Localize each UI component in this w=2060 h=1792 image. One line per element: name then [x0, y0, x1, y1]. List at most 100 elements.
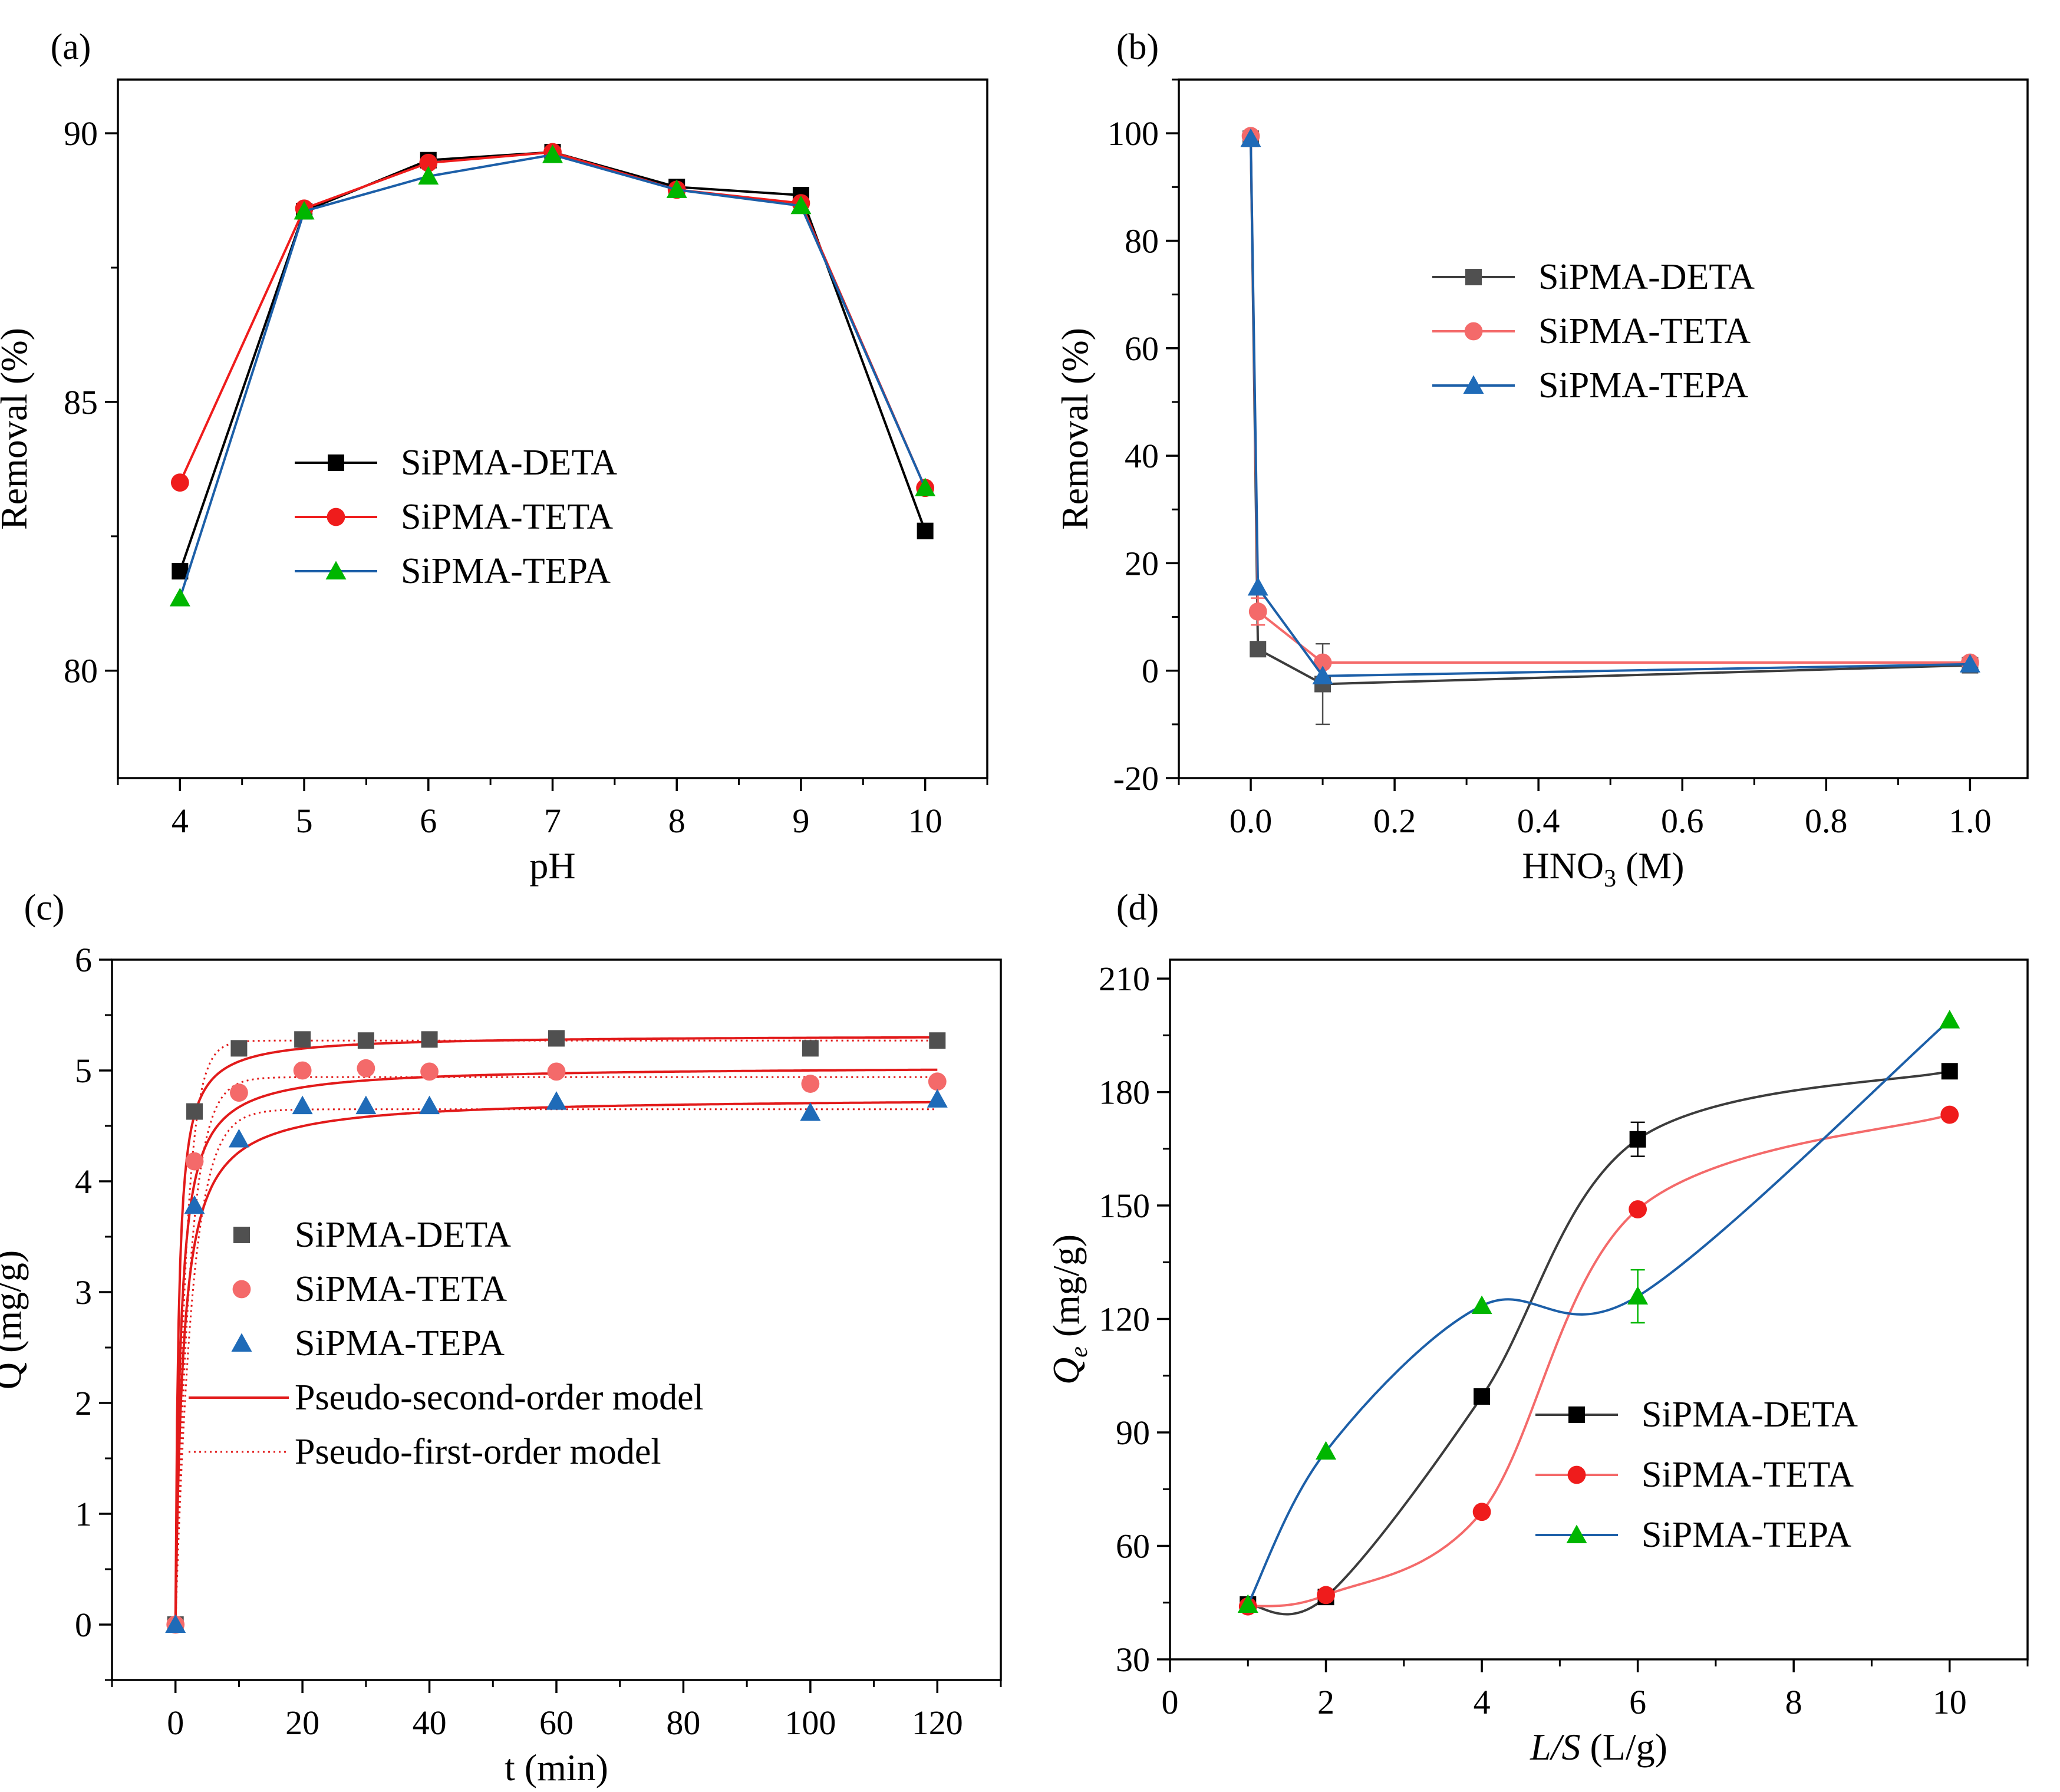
data-point	[1248, 602, 1267, 621]
data-point	[419, 153, 438, 172]
y-tick-label: 120	[1099, 1300, 1150, 1339]
data-point	[929, 1032, 946, 1049]
data-point	[915, 477, 936, 496]
y-tick-label: 2	[75, 1384, 92, 1422]
plot-frame	[1178, 78, 2029, 779]
pfo-curve	[174, 1108, 938, 1625]
legend: SiPMA-DETA SiPMA-TETA SiPMA-TEPA	[1535, 1395, 1858, 1555]
y-tick-label: 0	[1142, 652, 1159, 690]
x-tick-label: 80	[666, 1704, 700, 1742]
data-point	[548, 1030, 565, 1047]
legend-marker	[1464, 322, 1483, 341]
y-axis: -20 0 20 40 60 80 100	[1108, 78, 1179, 798]
data-point	[165, 1614, 186, 1633]
legend-label: SiPMA-TEPA	[1538, 365, 1748, 406]
y-tick-label: 60	[1116, 1527, 1150, 1566]
data-point	[1629, 1131, 1646, 1148]
series-sipma-tepa	[169, 144, 936, 607]
series-sipma-deta	[167, 1030, 946, 1633]
legend-marker	[231, 1333, 252, 1352]
y-tick-label: 60	[1125, 330, 1159, 368]
y-axis-title: Q (mg/g)	[0, 1250, 29, 1389]
y-tick-label: 90	[1116, 1414, 1150, 1452]
series-sipma-teta	[166, 1059, 947, 1634]
data-point	[292, 1095, 313, 1115]
y-tick-label: 20	[1125, 544, 1159, 582]
legend-label: Pseudo-first-order model	[295, 1432, 661, 1472]
series-sipma-tepa	[1240, 128, 1980, 684]
data-point	[419, 1095, 440, 1115]
data-point	[801, 1075, 820, 1093]
x-tick-label: 0.4	[1517, 802, 1560, 840]
data-point	[420, 1062, 439, 1081]
legend: SiPMA-DETA SiPMA-TETA SiPMA-TEPA	[1432, 257, 1755, 406]
data-point	[917, 522, 934, 539]
data-point	[790, 195, 812, 215]
y-tick-label: 5	[75, 1052, 92, 1090]
data-point	[927, 1089, 948, 1108]
x-tick-label: 4	[172, 802, 189, 840]
panel-label: (b)	[1116, 27, 1159, 67]
panel-b: (b) 0.0 0.2 0.4 0.6 0.8 1.0 -20 0 20 40 60 80 100 HNO3…	[1054, 27, 2029, 892]
legend-label: SiPMA-TEPA	[295, 1323, 505, 1363]
y-tick-label: 90	[64, 114, 98, 153]
data-point	[169, 588, 190, 607]
y-axis: 80 85 90	[64, 114, 118, 690]
y-axis: 0 1 2 3 4 5 6	[75, 941, 112, 1681]
panel-label: (a)	[51, 27, 91, 67]
plot-frame	[1169, 958, 2029, 1661]
data-point	[230, 1040, 248, 1057]
y-tick-label: 180	[1099, 1073, 1150, 1112]
data-point	[228, 1129, 249, 1148]
legend-marker	[325, 561, 347, 579]
data-point	[293, 1061, 312, 1080]
data-point	[1627, 1286, 1649, 1305]
y-axis-title: Removal (%)	[1054, 328, 1096, 530]
series-line	[1247, 1019, 1951, 1605]
legend-label: SiPMA-DETA	[401, 443, 617, 483]
y-axis-title: Qe (mg/g)	[1045, 1234, 1093, 1385]
pso-curve	[174, 1036, 938, 1625]
x-tick-label: 5	[296, 802, 313, 840]
panel-d: (d) 0 2 4 6 8 10 30 60 90 120 150 180 210 L/S (L/g) Qe …	[1045, 888, 2029, 1768]
data-point	[186, 1103, 203, 1120]
legend-label: SiPMA-DETA	[295, 1215, 511, 1255]
legend-marker	[232, 1280, 251, 1299]
data-point	[357, 1059, 375, 1078]
data-point	[1316, 1441, 1337, 1460]
y-tick-label: 150	[1099, 1187, 1150, 1225]
x-tick-label: 40	[413, 1704, 447, 1742]
data-point	[1250, 641, 1267, 658]
data-point	[1247, 577, 1268, 596]
x-tick-label: 10	[908, 802, 942, 840]
series-sipma-tepa	[1237, 1010, 1960, 1613]
y-tick-label: 40	[1125, 437, 1159, 475]
pso-curve	[174, 1101, 938, 1625]
legend-marker	[1566, 1524, 1587, 1543]
x-tick-label: 0.0	[1230, 802, 1273, 840]
x-tick-label: 6	[1629, 1683, 1646, 1721]
data-point	[355, 1095, 377, 1115]
series-sipma-deta	[1242, 130, 1979, 726]
data-point	[357, 1032, 374, 1049]
series-sipma-tepa	[165, 1089, 948, 1633]
legend-label: SiPMA-TETA	[401, 497, 613, 537]
data-point	[546, 1091, 567, 1110]
model-curves	[174, 1036, 938, 1625]
legend-marker	[1568, 1406, 1585, 1423]
x-tick-label: 2	[1317, 1683, 1334, 1721]
data-point	[547, 1062, 566, 1081]
legend-label: SiPMA-TETA	[1642, 1455, 1854, 1495]
x-tick-label: 0.8	[1805, 802, 1848, 840]
x-tick-label: 100	[785, 1704, 836, 1742]
legend-label: SiPMA-DETA	[1642, 1395, 1858, 1435]
legend-label: SiPMA-TETA	[295, 1269, 507, 1309]
plot-frame	[117, 78, 988, 779]
legend-label: SiPMA-TEPA	[1642, 1515, 1851, 1555]
data-point	[1940, 1105, 1959, 1124]
x-tick-label: 8	[1785, 1683, 1802, 1721]
data-point	[1471, 1295, 1492, 1315]
y-tick-label: 85	[64, 383, 98, 421]
x-tick-label: 6	[420, 802, 437, 840]
